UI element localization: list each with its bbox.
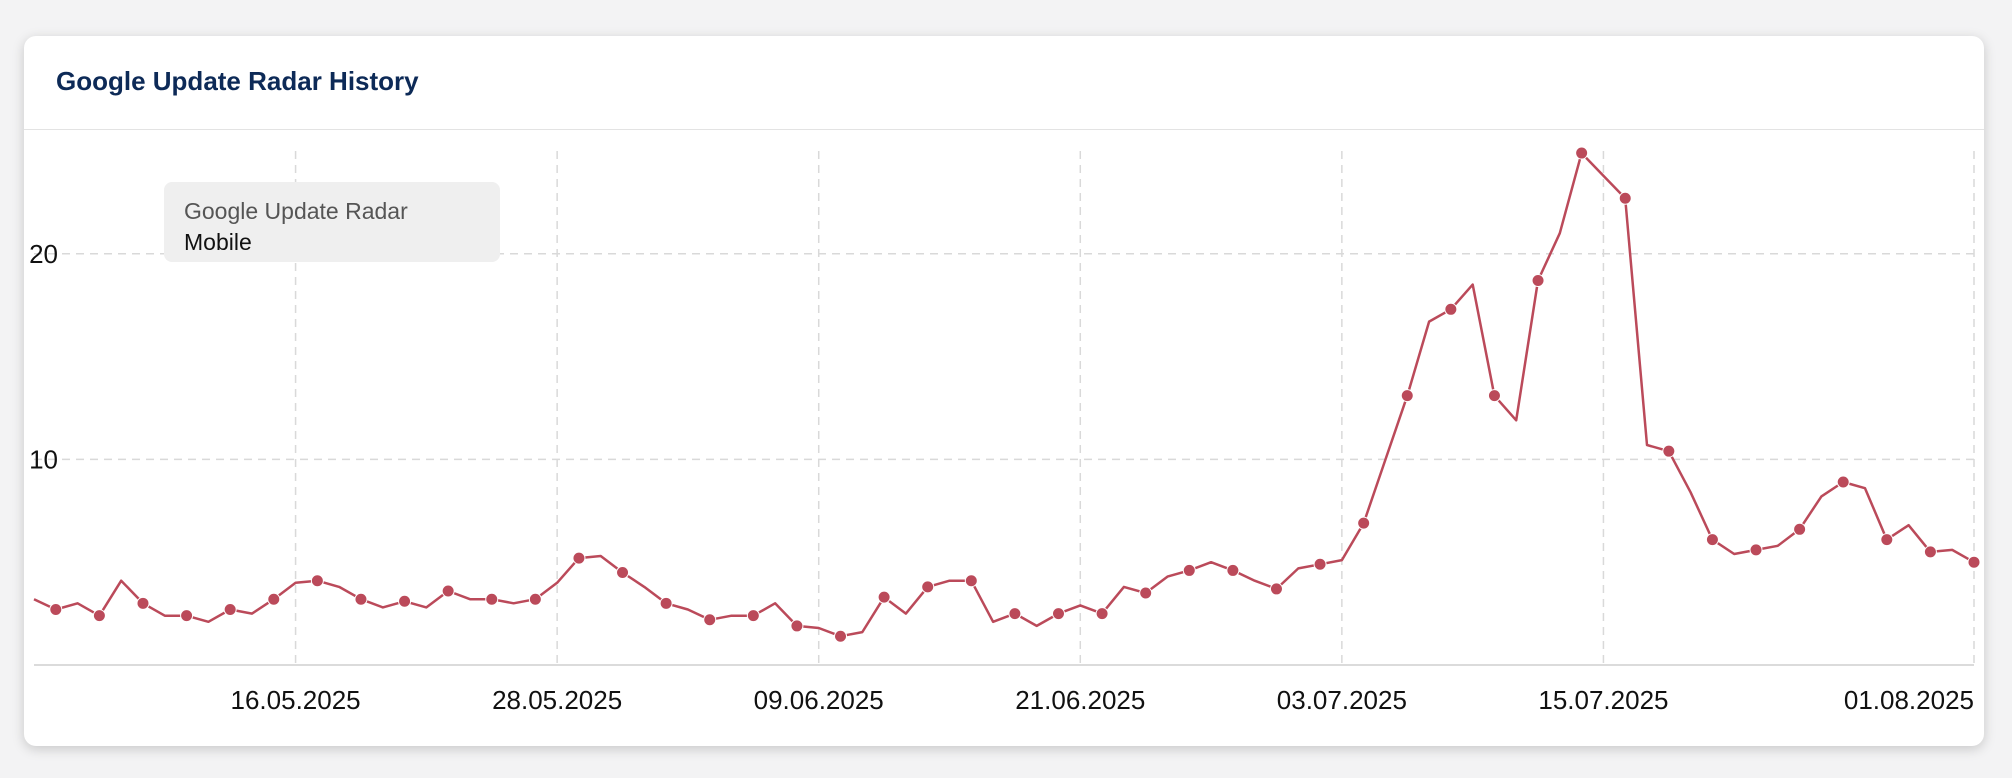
data-point bbox=[136, 596, 150, 610]
data-point bbox=[616, 565, 630, 579]
line-chart: 10 20 16.05.2025 28.05.2025 09.06.2025 21.06.… bbox=[29, 146, 1981, 715]
data-point bbox=[1836, 475, 1850, 489]
data-point bbox=[746, 609, 760, 623]
data-point bbox=[92, 609, 106, 623]
data-point bbox=[398, 594, 412, 608]
data-point bbox=[1662, 444, 1676, 458]
data-point bbox=[964, 574, 978, 588]
data-point bbox=[354, 592, 368, 606]
legend-title: Google Update Radar bbox=[184, 198, 408, 224]
data-point bbox=[1269, 582, 1283, 596]
data-point bbox=[441, 584, 455, 598]
x-tick-label: 21.06.2025 bbox=[1015, 685, 1145, 715]
data-point bbox=[790, 619, 804, 633]
data-point bbox=[1967, 555, 1981, 569]
data-point bbox=[1444, 302, 1458, 316]
series-tooltip-legend: Google Update Radar Mobile bbox=[164, 182, 500, 262]
data-point bbox=[1226, 563, 1240, 577]
x-tick-label: 28.05.2025 bbox=[492, 685, 622, 715]
chart-card: Google Update Radar History 10 20 16.05.20… bbox=[24, 36, 1984, 746]
chart-title: Google Update Radar History bbox=[56, 66, 419, 96]
data-point bbox=[1182, 563, 1196, 577]
data-point bbox=[310, 574, 324, 588]
data-point bbox=[572, 551, 586, 565]
data-point bbox=[528, 592, 542, 606]
data-point bbox=[1008, 607, 1022, 621]
data-point bbox=[180, 609, 194, 623]
data-point bbox=[1618, 191, 1632, 205]
data-point bbox=[1923, 545, 1937, 559]
legend-series-label: Mobile bbox=[184, 229, 252, 255]
data-point bbox=[1705, 533, 1719, 547]
data-point bbox=[703, 613, 717, 627]
x-tick-label: 01.08.2025 bbox=[1844, 685, 1974, 715]
data-point bbox=[485, 592, 499, 606]
data-point bbox=[223, 602, 237, 616]
data-point bbox=[49, 602, 63, 616]
x-tick-label: 09.06.2025 bbox=[754, 685, 884, 715]
data-point bbox=[1487, 389, 1501, 403]
card-header: Google Update Radar History bbox=[24, 36, 1984, 130]
axis-layer: 10 20 16.05.2025 28.05.2025 09.06.2025 21.06.… bbox=[29, 239, 1974, 715]
data-point bbox=[1880, 533, 1894, 547]
data-point bbox=[1139, 586, 1153, 600]
data-point bbox=[1400, 389, 1414, 403]
y-tick-label: 10 bbox=[29, 444, 58, 474]
data-point bbox=[1095, 607, 1109, 621]
data-point bbox=[1575, 146, 1589, 160]
data-point bbox=[921, 580, 935, 594]
data-point bbox=[1357, 516, 1371, 530]
y-tick-label: 20 bbox=[29, 239, 58, 269]
data-point bbox=[1313, 557, 1327, 571]
data-point bbox=[1531, 274, 1545, 288]
data-point bbox=[659, 596, 673, 610]
data-point bbox=[1749, 543, 1763, 557]
marker-layer bbox=[49, 146, 1981, 643]
data-point bbox=[834, 629, 848, 643]
data-point bbox=[1793, 522, 1807, 536]
data-point bbox=[877, 590, 891, 604]
x-tick-label: 15.07.2025 bbox=[1538, 685, 1668, 715]
x-tick-label: 03.07.2025 bbox=[1277, 685, 1407, 715]
data-point bbox=[267, 592, 281, 606]
data-point bbox=[1051, 607, 1065, 621]
x-tick-label: 16.05.2025 bbox=[231, 685, 361, 715]
